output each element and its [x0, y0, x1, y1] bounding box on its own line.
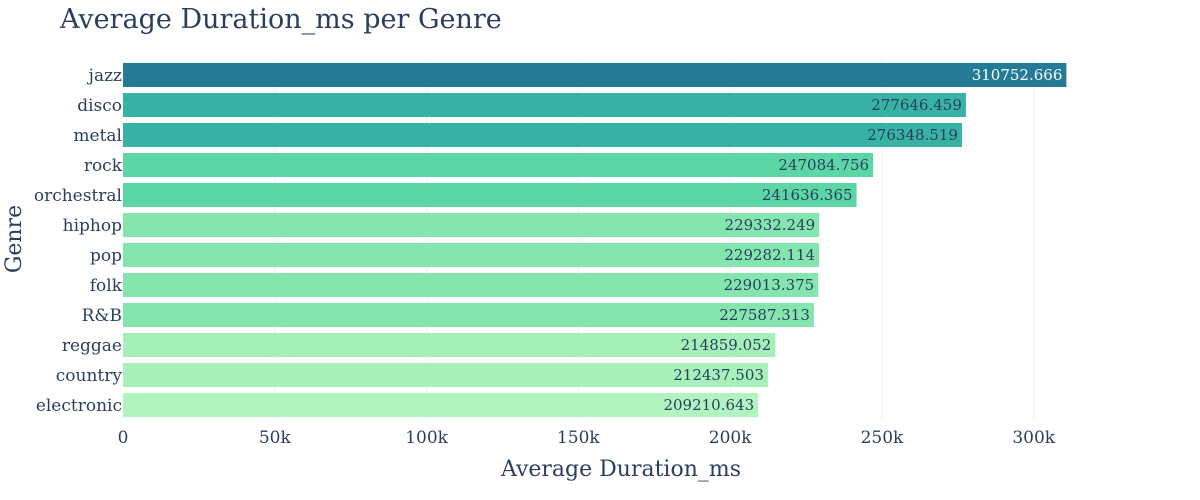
y-tick-labels: jazz disco metal rock orchestral hiphop pop fol…: [34, 66, 123, 416]
data-label: 229013.375: [724, 276, 815, 294]
data-label: 229282.114: [724, 246, 815, 264]
x-tick-label: 200k: [709, 428, 752, 448]
x-tick-labels: 0 50k 100k 150k 200k 250k 300k: [118, 428, 1056, 448]
bar: [123, 153, 874, 177]
data-label: 214859.052: [681, 336, 772, 354]
bar: [123, 363, 768, 387]
y-tick-label: metal: [73, 126, 122, 146]
y-tick-label: R&B: [82, 306, 122, 326]
y-tick-label: disco: [77, 96, 122, 116]
y-axis-title: Genre: [2, 205, 27, 273]
bar: [123, 393, 759, 417]
bar: [123, 273, 819, 297]
y-tick-label: pop: [90, 246, 122, 266]
data-label: 310752.666: [972, 66, 1063, 84]
data-label: 229332.249: [725, 216, 816, 234]
bar: [123, 243, 820, 267]
y-tick-label: rock: [84, 156, 123, 176]
x-tick-label: 150k: [557, 428, 600, 448]
bar: [123, 93, 966, 117]
x-tick-label: 300k: [1012, 428, 1055, 448]
y-tick-label: country: [56, 366, 123, 386]
bars: [123, 63, 1067, 417]
data-label: 212437.503: [673, 366, 764, 384]
data-label: 276348.519: [867, 126, 958, 144]
x-tick-label: 100k: [405, 428, 448, 448]
x-tick-label: 250k: [861, 428, 904, 448]
bar: [123, 303, 814, 327]
data-label: 247084.756: [778, 156, 869, 174]
x-axis-title: Average Duration_ms: [500, 457, 741, 482]
chart-title: Average Duration_ms per Genre: [60, 4, 502, 35]
x-tick-label: 50k: [259, 428, 292, 448]
grid-lines: [274, 60, 1035, 420]
data-label: 227587.313: [719, 306, 810, 324]
y-tick-label: reggae: [62, 336, 122, 356]
bar: [123, 213, 820, 237]
bar: [123, 333, 776, 357]
data-label: 277646.459: [871, 96, 962, 114]
y-tick-label: jazz: [87, 66, 122, 86]
data-label: 241636.365: [762, 186, 853, 204]
y-tick-label: folk: [90, 276, 123, 296]
data-labels: 310752.666 277646.459 276348.519 247084.756…: [663, 66, 1062, 414]
x-tick-label: 0: [118, 428, 129, 448]
data-label: 209210.643: [663, 396, 754, 414]
bar: [123, 63, 1067, 87]
y-tick-label: hiphop: [63, 216, 122, 236]
y-tick-label: electronic: [36, 396, 122, 416]
bar: [123, 123, 962, 147]
y-tick-label: orchestral: [34, 186, 122, 206]
bar: [123, 183, 857, 207]
